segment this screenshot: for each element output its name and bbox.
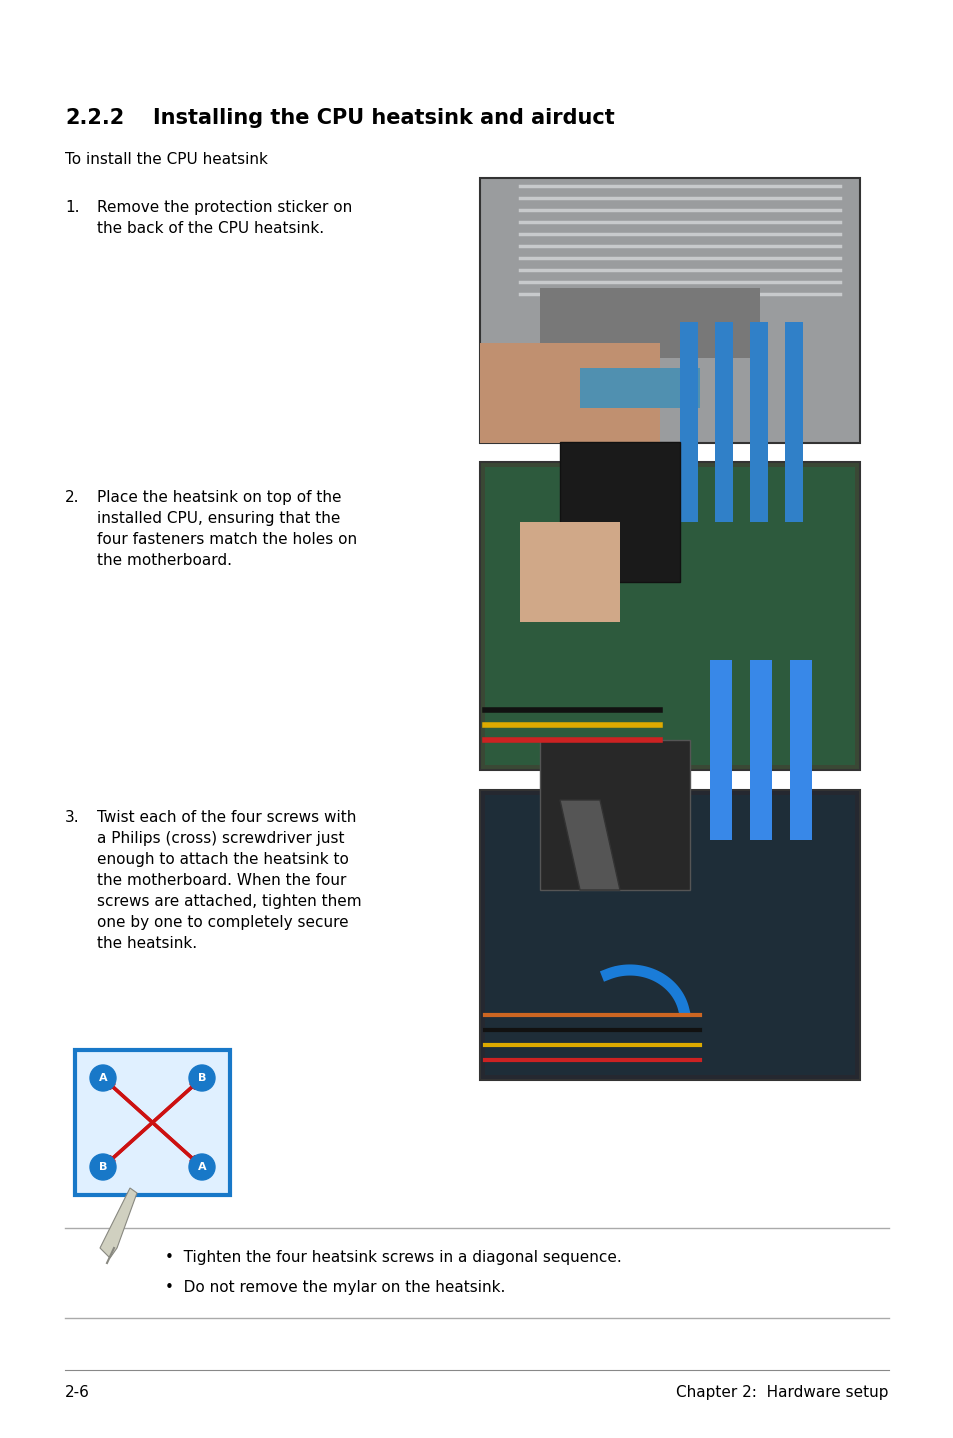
Text: Chapter 2:  Hardware setup: Chapter 2: Hardware setup <box>676 1385 888 1401</box>
Text: To install the CPU heatsink: To install the CPU heatsink <box>65 152 268 167</box>
Text: •  Tighten the four heatsink screws in a diagonal sequence.: • Tighten the four heatsink screws in a … <box>165 1250 621 1265</box>
Text: A: A <box>197 1162 206 1172</box>
Bar <box>714 322 732 522</box>
Bar <box>479 789 859 1080</box>
Bar <box>749 660 771 840</box>
Bar <box>679 322 698 522</box>
Bar <box>789 660 811 840</box>
Circle shape <box>90 1066 116 1091</box>
Circle shape <box>90 1155 116 1181</box>
Text: Place the heatsink on top of the
installed CPU, ensuring that the
four fasteners: Place the heatsink on top of the install… <box>97 490 356 568</box>
Bar <box>749 322 767 522</box>
Circle shape <box>189 1066 214 1091</box>
Polygon shape <box>100 1188 137 1258</box>
Bar <box>479 344 659 443</box>
Text: B: B <box>197 1073 206 1083</box>
Bar <box>75 1050 230 1195</box>
Bar <box>709 660 731 840</box>
Bar <box>484 467 854 765</box>
Circle shape <box>189 1155 214 1181</box>
Bar <box>559 441 679 582</box>
Bar <box>479 178 859 443</box>
Bar <box>479 462 859 769</box>
Text: Remove the protection sticker on
the back of the CPU heatsink.: Remove the protection sticker on the bac… <box>97 200 352 236</box>
Text: B: B <box>99 1162 107 1172</box>
Text: 1.: 1. <box>65 200 79 216</box>
Text: A: A <box>98 1073 107 1083</box>
Bar <box>539 288 760 358</box>
Text: Twist each of the four screws with
a Philips (cross) screwdriver just
enough to : Twist each of the four screws with a Phi… <box>97 810 361 951</box>
Text: Installing the CPU heatsink and airduct: Installing the CPU heatsink and airduct <box>152 108 614 128</box>
Text: 2.: 2. <box>65 490 79 505</box>
Bar <box>579 368 700 408</box>
Text: 3.: 3. <box>65 810 79 825</box>
Bar <box>484 795 854 1076</box>
Bar <box>784 322 802 522</box>
Text: 2-6: 2-6 <box>65 1385 90 1401</box>
Text: 2.2.2: 2.2.2 <box>65 108 124 128</box>
Bar <box>539 741 689 890</box>
Bar <box>519 522 619 623</box>
Text: •  Do not remove the mylar on the heatsink.: • Do not remove the mylar on the heatsin… <box>165 1280 505 1296</box>
Polygon shape <box>559 800 619 890</box>
